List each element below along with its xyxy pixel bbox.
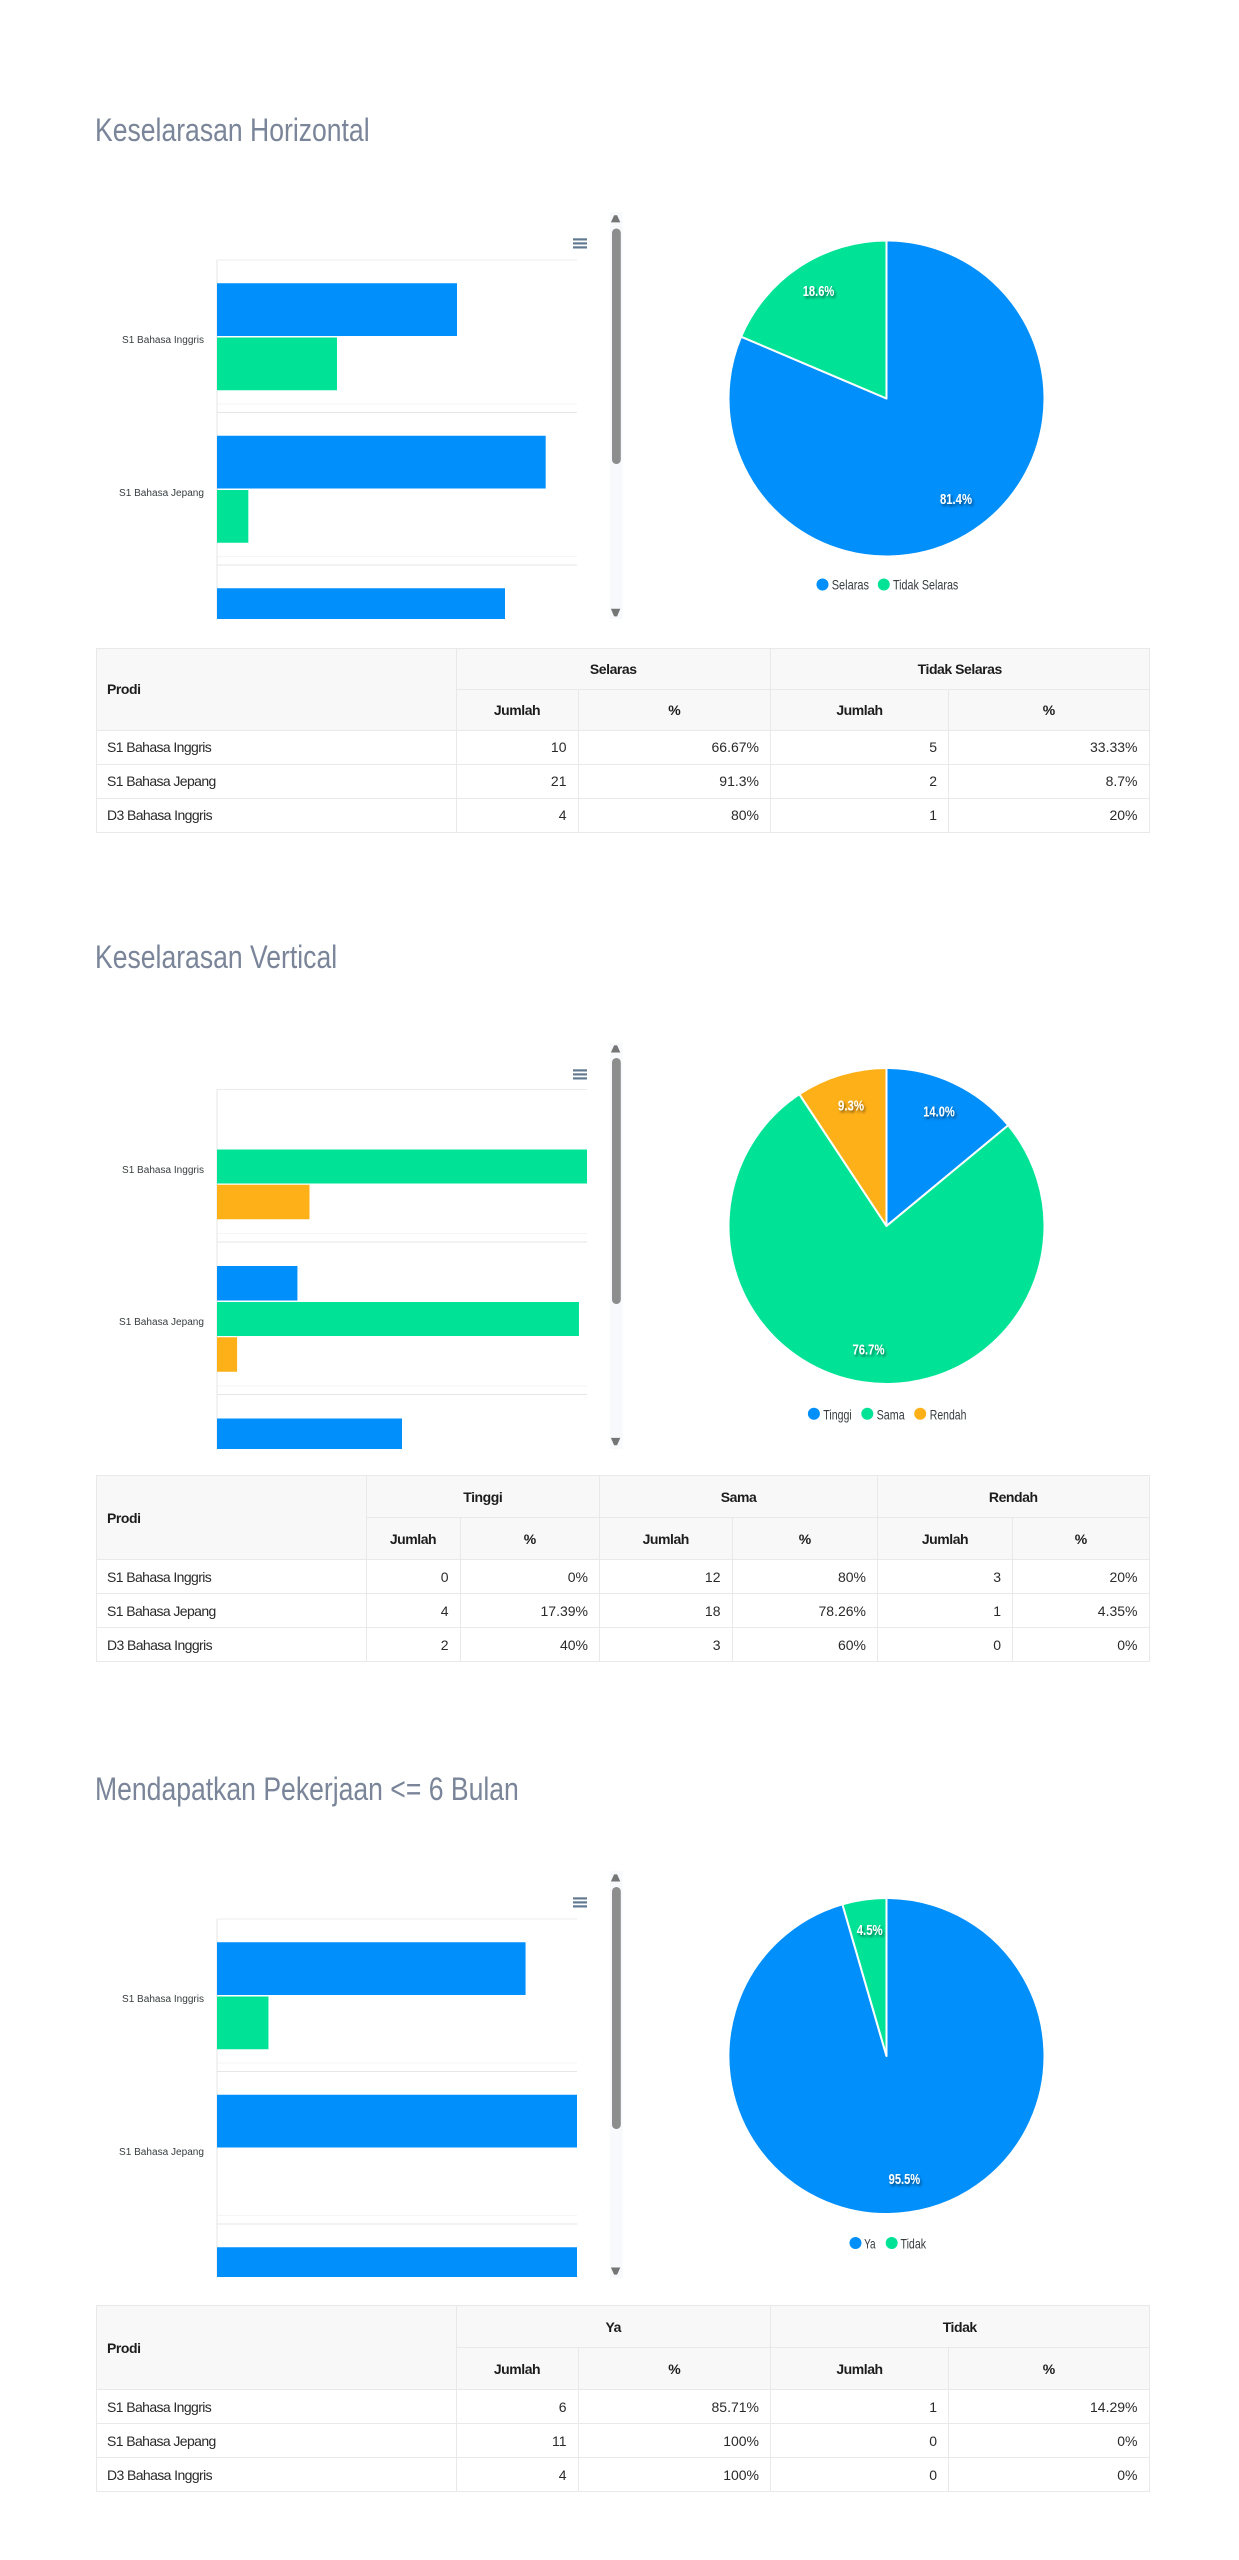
svg-text:S1 Bahasa Inggris: S1 Bahasa Inggris (122, 335, 204, 346)
svg-text:S1 Bahasa Inggris: S1 Bahasa Inggris (122, 1165, 204, 1176)
svg-text:Selaras: Selaras (832, 576, 869, 592)
svg-text:Ya: Ya (864, 2236, 876, 2252)
svg-text:9.3%: 9.3% (838, 1098, 864, 1115)
svg-text:14.0%: 14.0% (923, 1104, 955, 1121)
svg-text:76.7%: 76.7% (853, 1342, 885, 1359)
svg-text:S1 Bahasa Jepang: S1 Bahasa Jepang (119, 2147, 204, 2158)
svg-text:81.4%: 81.4% (940, 491, 972, 508)
svg-text:S1 Bahasa Jepang: S1 Bahasa Jepang (119, 1317, 204, 1328)
svg-text:Tinggi: Tinggi (823, 1406, 851, 1422)
svg-text:Sama: Sama (877, 1406, 905, 1422)
svg-text:Tidak: Tidak (901, 2236, 927, 2252)
svg-text:S1 Bahasa Jepang: S1 Bahasa Jepang (119, 488, 204, 499)
svg-text:4.5%: 4.5% (857, 1922, 883, 1939)
svg-text:Tidak Selaras: Tidak Selaras (893, 576, 958, 592)
svg-text:95.5%: 95.5% (889, 2171, 921, 2188)
svg-text:Rendah: Rendah (930, 1406, 967, 1422)
svg-text:S1 Bahasa Inggris: S1 Bahasa Inggris (122, 1994, 204, 2005)
svg-text:18.6%: 18.6% (803, 283, 835, 300)
